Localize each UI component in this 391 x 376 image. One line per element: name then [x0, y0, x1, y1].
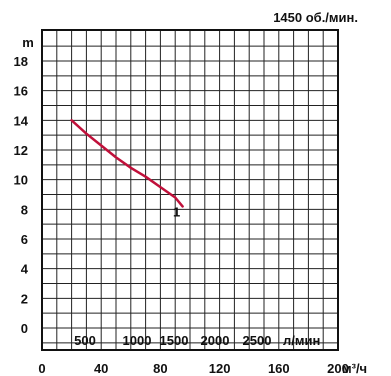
speed-label: 1450 об./мин. [273, 10, 358, 25]
y-tick-label: 14 [14, 113, 29, 128]
series-layer [70, 119, 184, 208]
y-tick-label: 2 [21, 291, 28, 306]
y-tick-label: 12 [14, 143, 28, 158]
secondary-tick-label: 2000 [201, 333, 230, 348]
x-tick-label: 0 [38, 361, 45, 376]
y-tick-label: 6 [21, 232, 28, 247]
y-tick-label: 0 [21, 321, 28, 336]
chart-grid [42, 30, 338, 350]
x-tick-label: 120 [209, 361, 231, 376]
secondary-tick-label: 1500 [160, 333, 189, 348]
series-line-1 [70, 119, 184, 208]
secondary-tick-label: 1000 [123, 333, 152, 348]
tick-labels: 0 2 4 6 8 10 12 14 16 18 0 40 80 120 160 200 500 1000 1500… [14, 54, 349, 376]
secondary-tick-label: 500 [74, 333, 96, 348]
y-tick-label: 4 [21, 262, 29, 277]
curve-label: 1 [173, 204, 180, 219]
x-axis-label: м³/ч [342, 361, 367, 376]
x-tick-label: 160 [268, 361, 290, 376]
y-tick-label: 10 [14, 173, 28, 188]
x-tick-label: 40 [94, 361, 108, 376]
secondary-tick-label: 2500 [243, 333, 272, 348]
x-tick-label: 200 [327, 361, 349, 376]
y-axis-label: m [22, 35, 34, 50]
x-tick-label: 80 [153, 361, 167, 376]
secondary-unit-label: л/мин [283, 333, 320, 348]
y-tick-label: 18 [14, 54, 28, 69]
plot-frame [41, 29, 339, 351]
y-tick-label: 8 [21, 202, 28, 217]
y-tick-label: 16 [14, 84, 28, 99]
chart-frame [41, 29, 339, 351]
